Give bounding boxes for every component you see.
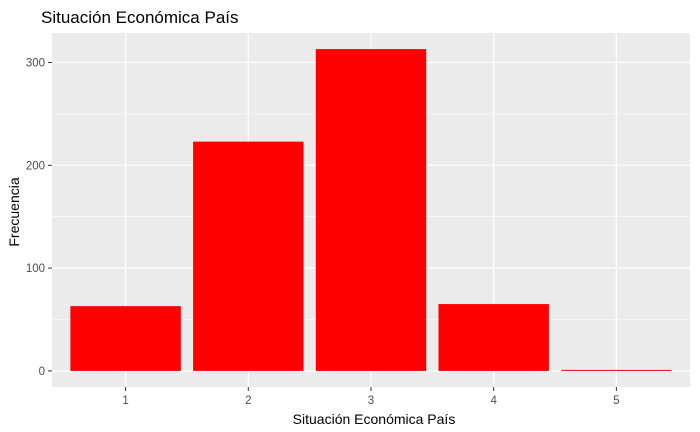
x-tick-label: 2	[245, 395, 251, 407]
x-tick-label: 4	[490, 395, 497, 407]
bar-2	[193, 141, 304, 371]
x-tick-label: 3	[368, 395, 374, 407]
x-tick-label: 1	[122, 395, 128, 407]
x-axis-title: Situación Económica País	[293, 411, 456, 427]
x-axis: 1 2 3 4 5	[122, 387, 620, 407]
chart-title: Situación Económica País	[41, 8, 239, 27]
bars	[70, 49, 672, 371]
y-tick-label: 0	[39, 366, 45, 378]
y-tick-label: 100	[26, 263, 45, 275]
y-tick-label: 300	[26, 57, 45, 69]
bar-5	[561, 369, 672, 371]
y-tick-label: 200	[26, 160, 45, 172]
bar-3	[315, 49, 427, 371]
bar-4	[438, 304, 549, 371]
bar-1	[70, 306, 181, 371]
y-axis-title: Frecuencia	[6, 177, 22, 246]
y-axis: 0 100 200 300	[26, 57, 52, 378]
x-tick-label: 5	[613, 395, 619, 407]
